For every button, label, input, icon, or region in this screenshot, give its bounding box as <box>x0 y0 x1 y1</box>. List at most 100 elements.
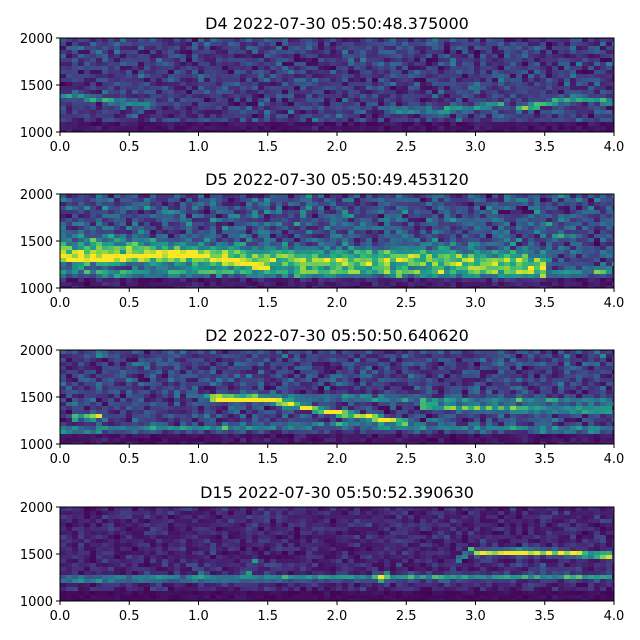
heatmap-cell <box>162 46 169 51</box>
heatmap-cell <box>594 74 601 79</box>
heatmap-cell <box>228 46 235 51</box>
heatmap-cell <box>252 286 259 289</box>
heatmap-cell <box>66 78 73 83</box>
heatmap-cell <box>72 86 79 91</box>
heatmap-cell <box>420 226 427 231</box>
heatmap-cell <box>228 266 235 271</box>
heatmap-cell <box>444 250 451 255</box>
heatmap-cell <box>558 254 565 259</box>
heatmap-cell <box>144 222 151 227</box>
heatmap-cell <box>270 86 277 91</box>
heatmap-cell <box>60 386 67 391</box>
heatmap-cell <box>282 90 289 95</box>
heatmap-cell <box>516 94 523 99</box>
heatmap-cell <box>306 102 313 107</box>
heatmap-cell <box>342 210 349 215</box>
heatmap-cell <box>612 74 615 79</box>
heatmap-cell <box>600 230 607 235</box>
heatmap-cell <box>234 274 241 279</box>
heatmap-cell <box>552 198 559 203</box>
heatmap-cell <box>294 74 301 79</box>
heatmap-cell <box>258 286 265 289</box>
heatmap-cell <box>138 50 145 55</box>
heatmap-cell <box>60 222 67 227</box>
heatmap-cell <box>156 270 163 275</box>
heatmap-cell <box>138 46 145 51</box>
heatmap-cell <box>420 254 427 259</box>
heatmap-cell <box>282 62 289 67</box>
heatmap-cell <box>516 78 523 83</box>
heatmap-cell <box>72 82 79 87</box>
heatmap-cell <box>60 394 67 399</box>
heatmap-cell <box>360 86 367 91</box>
heatmap-cell <box>108 102 115 107</box>
heatmap-cell <box>576 194 583 199</box>
heatmap-cell <box>390 246 397 251</box>
heatmap-cell <box>222 222 229 227</box>
heatmap-cell <box>492 238 499 243</box>
heatmap-cell <box>228 106 235 111</box>
heatmap-cell <box>402 102 409 107</box>
heatmap-cell <box>414 202 421 207</box>
heatmap-cell <box>414 118 421 123</box>
heatmap-cell <box>582 194 589 199</box>
heatmap-cell <box>108 254 115 259</box>
heatmap-cell <box>198 102 205 107</box>
heatmap-cell <box>312 62 319 67</box>
heatmap-cell <box>120 50 127 55</box>
heatmap-cell <box>432 94 439 99</box>
heatmap-cell <box>84 70 91 75</box>
heatmap-cell <box>498 250 505 255</box>
heatmap-cell <box>474 226 481 231</box>
heatmap-cell <box>372 222 379 227</box>
heatmap-cell <box>126 434 133 439</box>
heatmap-cell <box>522 90 529 95</box>
heatmap-cell <box>510 214 517 219</box>
heatmap-cell <box>450 110 457 115</box>
heatmap-cell <box>594 206 601 211</box>
heatmap-cell <box>192 194 199 199</box>
heatmap-cell <box>276 126 283 131</box>
heatmap-cell <box>360 234 367 239</box>
heatmap-cell <box>546 54 553 59</box>
heatmap-cell <box>168 286 175 289</box>
heatmap-cell <box>396 102 403 107</box>
heatmap-cell <box>252 270 259 275</box>
heatmap-cell <box>348 106 355 111</box>
heatmap-cell <box>294 130 301 133</box>
heatmap-cell <box>96 230 103 235</box>
heatmap-cell <box>558 250 565 255</box>
heatmap-cell <box>564 86 571 91</box>
heatmap-cell <box>72 234 79 239</box>
heatmap-cell <box>114 370 121 375</box>
heatmap-cell <box>138 98 145 103</box>
heatmap-cell <box>174 370 181 375</box>
heatmap-cell <box>354 194 361 199</box>
heatmap-cell <box>486 50 493 55</box>
heatmap-cell <box>102 78 109 83</box>
heatmap-cell <box>96 202 103 207</box>
heatmap-cell <box>186 90 193 95</box>
heatmap-cell <box>534 98 541 103</box>
heatmap-cell <box>456 54 463 59</box>
heatmap-cell <box>480 118 487 123</box>
heatmap-cell <box>234 94 241 99</box>
heatmap-cell <box>510 54 517 59</box>
heatmap-cell <box>282 110 289 115</box>
heatmap-cell <box>534 246 541 251</box>
heatmap-cell <box>210 234 217 239</box>
heatmap-cell <box>504 246 511 251</box>
heatmap-cell <box>60 434 67 439</box>
heatmap-cell <box>78 426 85 431</box>
heatmap-cell <box>390 258 397 263</box>
heatmap-cell <box>276 254 283 259</box>
heatmap-cell <box>156 378 163 383</box>
heatmap-cell <box>126 246 133 251</box>
heatmap-cell <box>396 126 403 131</box>
heatmap-cell <box>588 194 595 199</box>
heatmap-cell <box>84 442 91 445</box>
heatmap-cell <box>600 118 607 123</box>
heatmap-cell <box>66 414 73 419</box>
heatmap-cell <box>252 194 259 199</box>
heatmap-cell <box>246 114 253 119</box>
